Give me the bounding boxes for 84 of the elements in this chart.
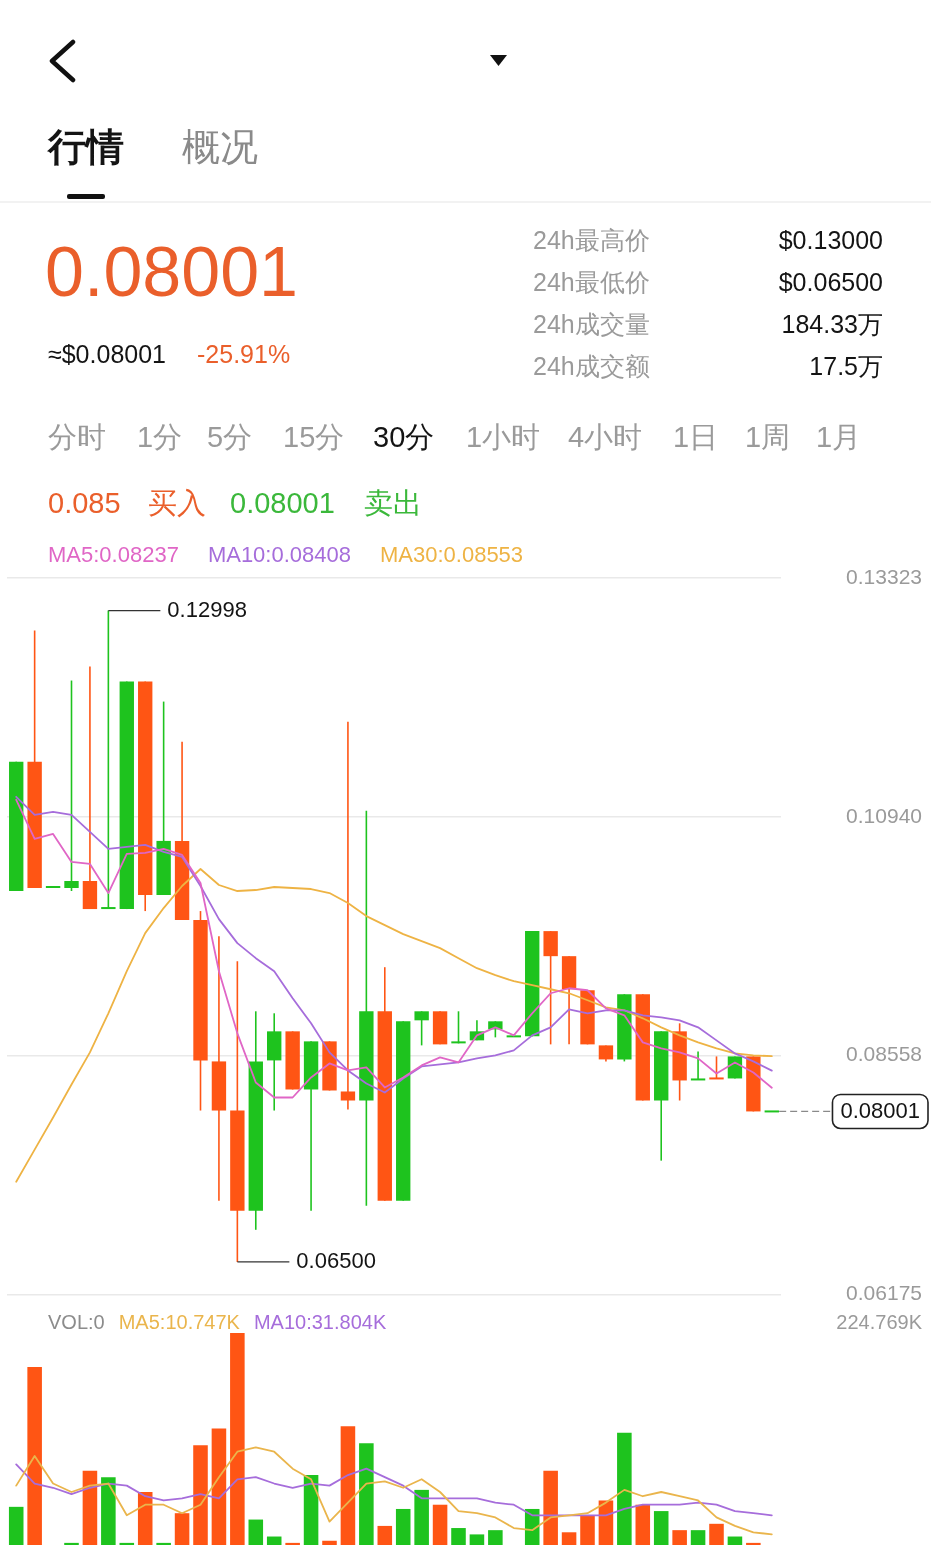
text: -25.91% <box>197 339 291 369</box>
bar <box>432 1504 448 1545</box>
candlestick <box>414 1010 429 1047</box>
text: 224.769K <box>836 1311 922 1333</box>
bar <box>266 1536 282 1545</box>
bar <box>580 1515 595 1545</box>
bar <box>119 1542 135 1545</box>
bar <box>672 1530 687 1545</box>
text: 24h最低价 <box>533 267 650 297</box>
text: 卖出 <box>364 485 422 521</box>
text: MA30:0.08553 <box>379 542 524 567</box>
text: 买入 <box>148 485 206 521</box>
text: 1小时 <box>466 419 541 455</box>
bar <box>414 1489 429 1545</box>
y-tick-label: 0.10940 <box>846 803 922 827</box>
text: 分时 <box>48 419 106 455</box>
text: 0.085 <box>48 485 121 521</box>
y-tick-label: 0.06175 <box>846 1281 922 1305</box>
bar <box>377 1525 393 1545</box>
bar <box>653 1511 669 1545</box>
text: 0.08001 <box>230 485 335 521</box>
candlestick <box>451 1010 466 1045</box>
text: 行情 <box>48 125 124 171</box>
text: 4小时 <box>568 419 643 455</box>
text: 1月 <box>816 419 862 455</box>
text: 1分 <box>137 419 183 455</box>
bar <box>156 1542 171 1545</box>
bar <box>82 1470 98 1545</box>
bar <box>248 1519 264 1545</box>
bar <box>488 1530 503 1545</box>
candlestick <box>690 1050 706 1081</box>
annotation: 0.12998 <box>167 596 247 622</box>
text: 0.08001 <box>45 232 299 313</box>
text: 概况 <box>182 125 258 171</box>
text: MA10:0.08408 <box>207 542 351 567</box>
text: 15分 <box>283 419 345 455</box>
candlestick <box>64 679 79 892</box>
text: 5分 <box>207 419 253 455</box>
candlestick <box>340 720 356 1111</box>
y-tick-label: 0.08558 <box>846 1042 922 1066</box>
bar <box>635 1504 651 1545</box>
text: $0.13000 <box>778 225 883 255</box>
text: 1周 <box>745 419 791 455</box>
bar <box>727 1536 743 1545</box>
bar <box>690 1530 706 1545</box>
text: MA10:31.804K <box>253 1311 387 1333</box>
bar <box>746 1542 761 1545</box>
bar <box>340 1426 356 1545</box>
bar <box>322 1540 337 1545</box>
text: 24h最高价 <box>533 225 650 255</box>
bar <box>395 1508 411 1545</box>
bar <box>617 1432 632 1545</box>
text: 17.5万 <box>809 351 883 381</box>
bar <box>543 1470 558 1545</box>
bar <box>451 1528 466 1545</box>
bar <box>709 1523 724 1545</box>
bar <box>359 1443 374 1545</box>
bar <box>174 1513 190 1545</box>
ref-line-label: 0.08001 <box>840 1098 920 1124</box>
bar <box>193 1445 208 1545</box>
annotation: 0.06500 <box>296 1247 376 1273</box>
bar <box>64 1542 79 1545</box>
y-tick-label: 0.13323 <box>846 564 922 588</box>
text: MA5:10.747K <box>118 1311 240 1333</box>
text: 30分 <box>373 419 435 455</box>
text: 184.33万 <box>781 309 883 339</box>
text: MA5:0.08237 <box>48 542 179 567</box>
text: 24h成交额 <box>533 351 650 381</box>
bar <box>230 1333 245 1545</box>
bar <box>101 1477 116 1545</box>
candlestick <box>101 609 116 910</box>
text: 1日 <box>673 419 719 455</box>
bar <box>211 1428 227 1545</box>
bar <box>469 1534 485 1545</box>
candlestick <box>709 1055 724 1080</box>
bar <box>8 1506 24 1545</box>
text: $0.06500 <box>778 267 883 297</box>
text: 24h成交量 <box>533 309 650 339</box>
bar <box>27 1366 42 1545</box>
annotation: VOL:0 <box>48 1311 105 1333</box>
bar <box>561 1532 577 1545</box>
bar <box>303 1475 319 1545</box>
bar <box>285 1542 300 1545</box>
text: ≈$0.08001 <box>48 339 166 369</box>
